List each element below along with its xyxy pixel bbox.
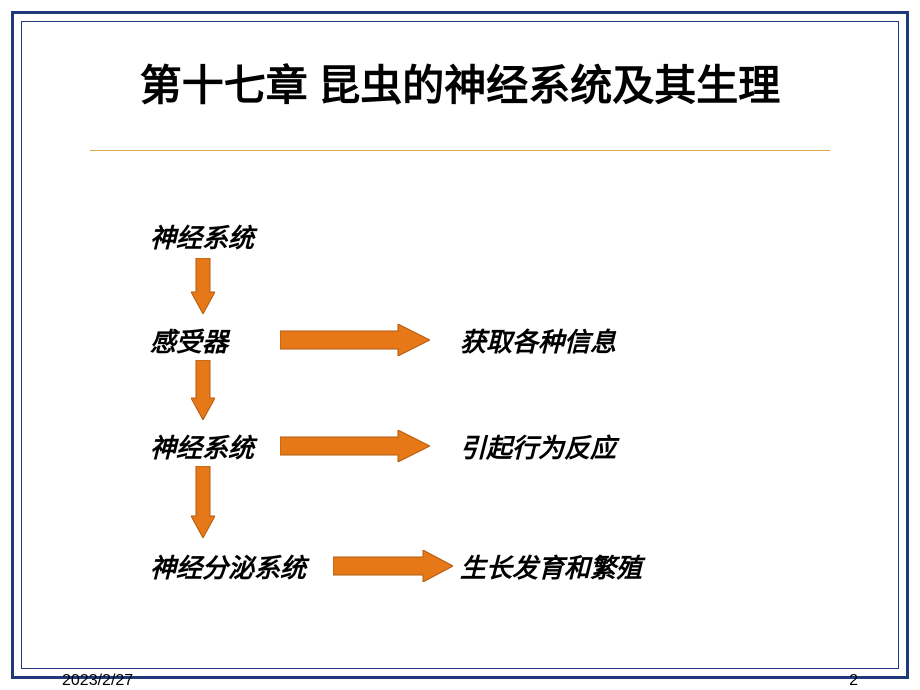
footer-date: 2023/2/27 — [62, 672, 133, 690]
node-neurosecretory-system: 神经分泌系统 — [150, 548, 306, 585]
arrow-right-3 — [333, 550, 453, 587]
arrow-down-3 — [191, 466, 215, 543]
footer-page-number: 2 — [849, 672, 858, 690]
node-nervous-system-2: 神经系统 — [150, 428, 254, 465]
node-behavior-response: 引起行为反应 — [460, 428, 616, 465]
arrow-right-2 — [280, 430, 430, 467]
chapter-title: 第十七章 昆虫的神经系统及其生理 — [0, 52, 920, 113]
title-underline — [90, 150, 830, 151]
node-acquire-info: 获取各种信息 — [460, 322, 616, 359]
arrow-down-1 — [191, 258, 215, 319]
node-nervous-system-1: 神经系统 — [150, 218, 254, 255]
arrow-down-2 — [191, 360, 215, 425]
node-receptor: 感受器 — [150, 322, 228, 359]
arrow-right-1 — [280, 324, 430, 361]
node-growth-reproduction: 生长发育和繁殖 — [460, 548, 642, 585]
